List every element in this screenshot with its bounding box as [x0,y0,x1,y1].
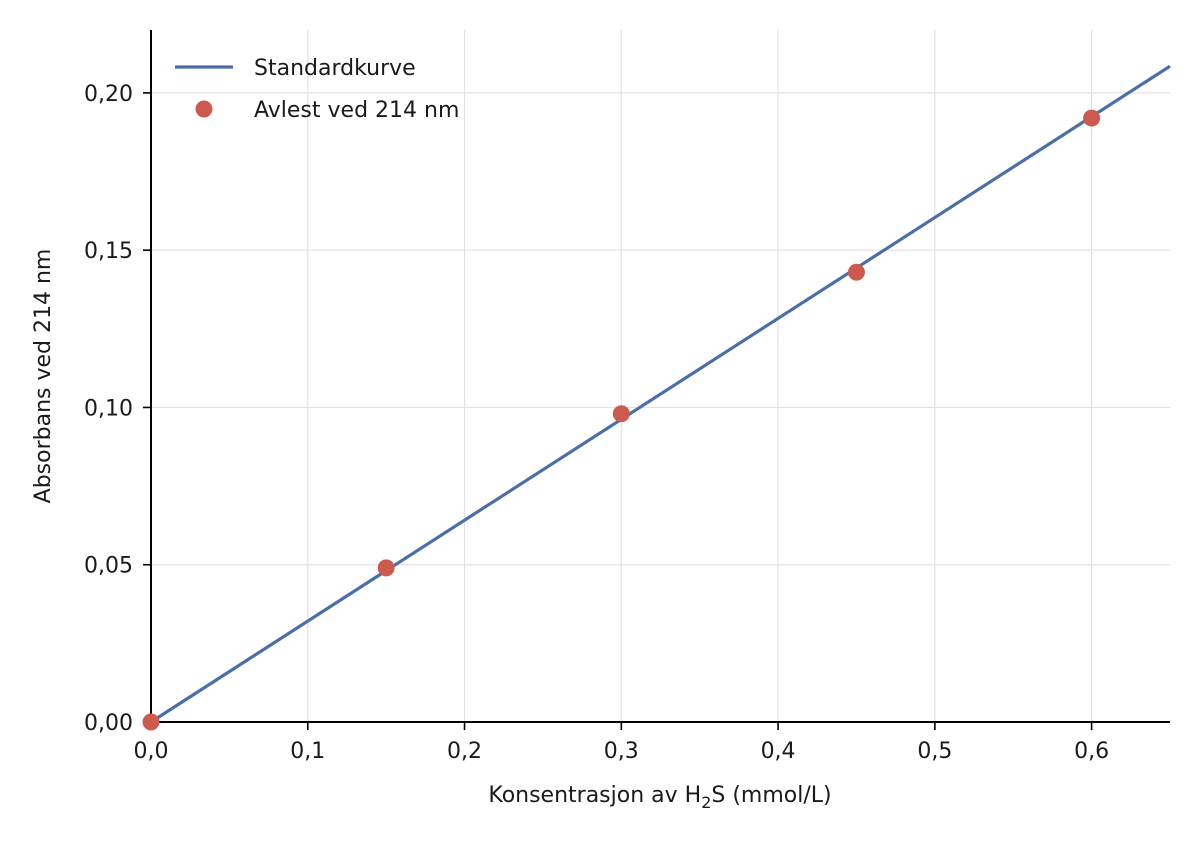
axis-labels: Konsentrasjon av H2S (mmol/L) Absorbans … [31,249,832,812]
data-point [377,559,395,577]
y-tick-label: 0,15 [84,239,133,264]
legend-label: Avlest ved 214 nm [254,98,459,123]
ticks: 0,0 0,1 0,2 0,3 0,4 0,5 0,6 0,00 0,05 0,10 0,15 0,2… [84,82,1109,764]
data-point [612,405,630,423]
series [142,64,1171,731]
data-point [847,263,865,281]
x-axis-label-part1: Konsentrasjon av H [488,783,701,808]
legend: Standardkurve Avlest ved 214 nm [175,56,459,123]
y-axis-label: Absorbans ved 214 nm [31,249,56,504]
x-axis-label-part2: S (mmol/L) [711,783,831,808]
x-axis-label-subscript: 2 [701,793,711,812]
axes [150,30,1170,723]
y-tick-label: 0,00 [84,711,133,736]
y-tick-label: 0,10 [84,396,133,421]
x-axis-label: Konsentrasjon av H2S (mmol/L) [488,783,831,812]
x-tick-label: 0,0 [134,739,169,764]
data-point [1083,109,1101,127]
legend-label: Standardkurve [254,56,416,81]
y-tick-label: 0,20 [84,82,133,107]
x-tick-label: 0,2 [447,739,482,764]
x-tick-label: 0,6 [1074,739,1109,764]
x-tick-label: 0,5 [917,739,952,764]
legend-marker-swatch [195,100,213,118]
grid [150,30,1170,723]
data-point [142,713,160,731]
x-tick-label: 0,4 [761,739,796,764]
standard-curve-line [150,64,1171,724]
y-tick-label: 0,05 [84,554,133,579]
x-tick-label: 0,1 [290,739,325,764]
x-tick-label: 0,3 [604,739,639,764]
